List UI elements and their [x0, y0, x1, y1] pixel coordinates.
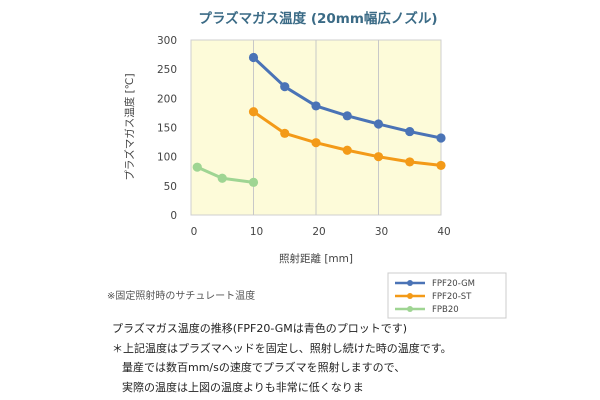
saturation-note: ※固定照射時のサチュレート温度 [107, 289, 255, 302]
x-tick-label: 30 [375, 226, 388, 238]
caption-line-1: プラズマガス温度の推移(FPF20-GMは青色のプロットです) [112, 322, 408, 335]
caption-block: プラズマガス温度の推移(FPF20-GMは青色のプロットです) ＊上記温度はプラ… [112, 319, 592, 397]
series-FPB20 [192, 162, 259, 187]
data-point [280, 82, 290, 92]
data-point [280, 128, 290, 138]
series-FPF20-GM [248, 52, 446, 143]
y-axis-ticks: 0 50 100 150 200 250 300 [157, 35, 177, 222]
x-tick-label: 0 [191, 226, 198, 238]
data-point [405, 126, 415, 137]
caption-line-2: ＊上記温度はプラズマヘッドを固定し、照射し続けた時の温度です。 [112, 341, 452, 355]
legend-marker [407, 280, 413, 286]
data-point [405, 157, 415, 167]
legend: FPF20-GM FPF20-ST FPB20 [387, 272, 507, 319]
data-point [342, 111, 352, 121]
data-point [311, 138, 321, 148]
data-point [373, 152, 384, 162]
legend-label: FPF20-ST [432, 292, 472, 302]
caption-line-4: 実際の温度は上図の温度よりも非常に低くなりま [122, 380, 364, 394]
series-FPF20-ST [248, 107, 446, 171]
y-axis-label: プラズマガス温度 [℃] [123, 73, 136, 180]
y-tick-label: 200 [157, 93, 177, 105]
data-point [217, 173, 227, 183]
x-tick-label: 20 [312, 226, 325, 238]
legend-entry-FPB20: FPB20 [395, 305, 459, 315]
legend-entry-FPF20-GM: FPF20-GM [395, 279, 475, 289]
chart-title: プラズマガス温度 (20mm幅広ノズル) [198, 10, 437, 27]
x-tick-label: 10 [250, 226, 263, 238]
data-point [248, 107, 259, 117]
data-point [192, 162, 202, 172]
x-tick-label: 40 [437, 226, 450, 238]
data-point [342, 145, 352, 155]
series-group [192, 52, 446, 187]
y-tick-label: 250 [157, 64, 177, 76]
data-point [436, 160, 446, 171]
legend-marker [407, 293, 413, 299]
legend-marker [407, 306, 413, 312]
y-tick-label: 100 [157, 152, 177, 164]
data-point [248, 52, 259, 63]
x-axis-ticks: 0 10 20 30 40 [191, 226, 451, 238]
data-point [311, 101, 321, 111]
legend-entry-FPF20-ST: FPF20-ST [395, 292, 472, 302]
y-tick-label: 0 [170, 210, 177, 222]
y-tick-label: 150 [157, 123, 177, 135]
data-point [436, 133, 446, 143]
caption-line-3: 量産では数百mm/sの速度でプラズマを照射しますので、 [122, 361, 406, 374]
y-tick-label: 300 [157, 35, 177, 47]
data-point [373, 119, 384, 129]
data-point [248, 177, 259, 187]
temperature-chart: プラズマガス温度 (20mm幅広ノズル) 050100150200250300 … [107, 10, 507, 319]
legend-label: FPB20 [432, 305, 459, 315]
legend-label: FPF20-GM [432, 279, 475, 289]
y-tick-label: 50 [164, 181, 177, 193]
x-axis-label: 照射距離 [mm] [279, 252, 353, 265]
